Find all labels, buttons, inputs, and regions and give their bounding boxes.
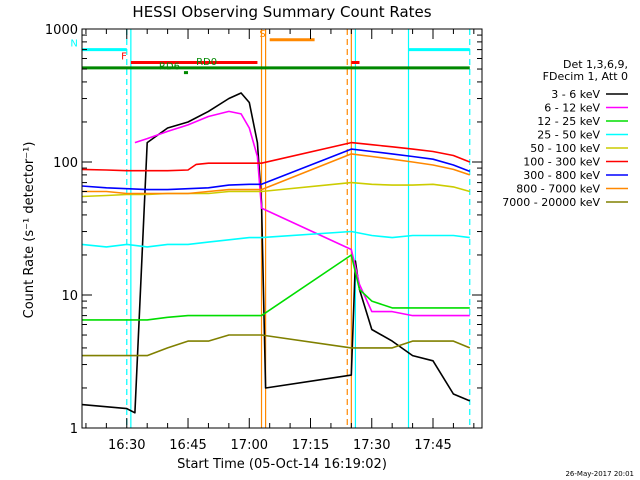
series-line-4 xyxy=(81,181,471,198)
series-line-3 xyxy=(81,230,470,248)
flag-label-2: S xyxy=(259,29,265,40)
plot-area xyxy=(82,29,482,428)
flag-bars: N F S RD6 RD0 xyxy=(70,29,470,75)
legend-label-0: 3 - 6 keV xyxy=(551,88,600,101)
y-tick-label: 1 xyxy=(70,422,78,437)
legend-label-1: 6 - 12 keV xyxy=(544,102,600,115)
flag-label-4: RD6 xyxy=(159,62,180,73)
series-line-7 xyxy=(81,153,471,195)
flag-label-0: N xyxy=(70,39,77,50)
legend-label-5: 100 - 300 keV xyxy=(523,156,600,169)
footer-date: 26-May-2017 20:01 xyxy=(565,470,634,478)
x-tick-label: 17:15 xyxy=(292,438,329,453)
flag-label-5: RD0 xyxy=(196,57,217,68)
legend-header-line-2: FDecim 1, Att 0 xyxy=(543,70,628,83)
y-tick-label: 100 xyxy=(53,156,78,171)
legend-label-4: 50 - 100 keV xyxy=(530,142,600,155)
series-line-1 xyxy=(134,110,470,317)
legend-label-8: 7000 - 20000 keV xyxy=(502,196,600,209)
x-axis-label: Start Time (05-Oct-14 16:19:02) xyxy=(177,457,387,472)
x-tick-label: 17:45 xyxy=(414,438,451,453)
series-lines xyxy=(81,92,471,414)
plot-frame xyxy=(81,28,483,429)
legend-label-3: 25 - 50 keV xyxy=(537,129,600,142)
vertical-markers xyxy=(126,29,471,428)
series-line-2 xyxy=(81,254,470,321)
flag-label-1: F xyxy=(121,51,127,62)
legend-header-line-1: Det 1,3,6,9, xyxy=(563,58,628,71)
chart-title: HESSI Observing Summary Count Rates xyxy=(132,3,431,21)
legend-label-2: 12 - 25 keV xyxy=(537,115,600,128)
legend-label-7: 800 - 7000 keV xyxy=(516,183,600,196)
series-line-8 xyxy=(81,334,471,357)
x-tick-label: 16:30 xyxy=(108,438,145,453)
y-tick-label: 1000 xyxy=(45,23,78,38)
y-axis-label: Count Rate (s⁻¹ detector⁻¹) xyxy=(22,142,37,319)
series-line-6 xyxy=(81,148,471,191)
x-tick-label: 16:45 xyxy=(169,438,206,453)
series-line-5 xyxy=(81,141,471,172)
y-tick-label: 10 xyxy=(61,289,78,304)
legend-label-6: 300 - 800 keV xyxy=(523,169,600,182)
x-tick-label: 17:30 xyxy=(353,438,390,453)
plot-background xyxy=(82,29,482,428)
x-tick-label: 17:00 xyxy=(231,438,268,453)
axes: 1 10 100 1000 16:30 16:45 17:00 17:15 17:30 17:45 xyxy=(45,23,483,453)
